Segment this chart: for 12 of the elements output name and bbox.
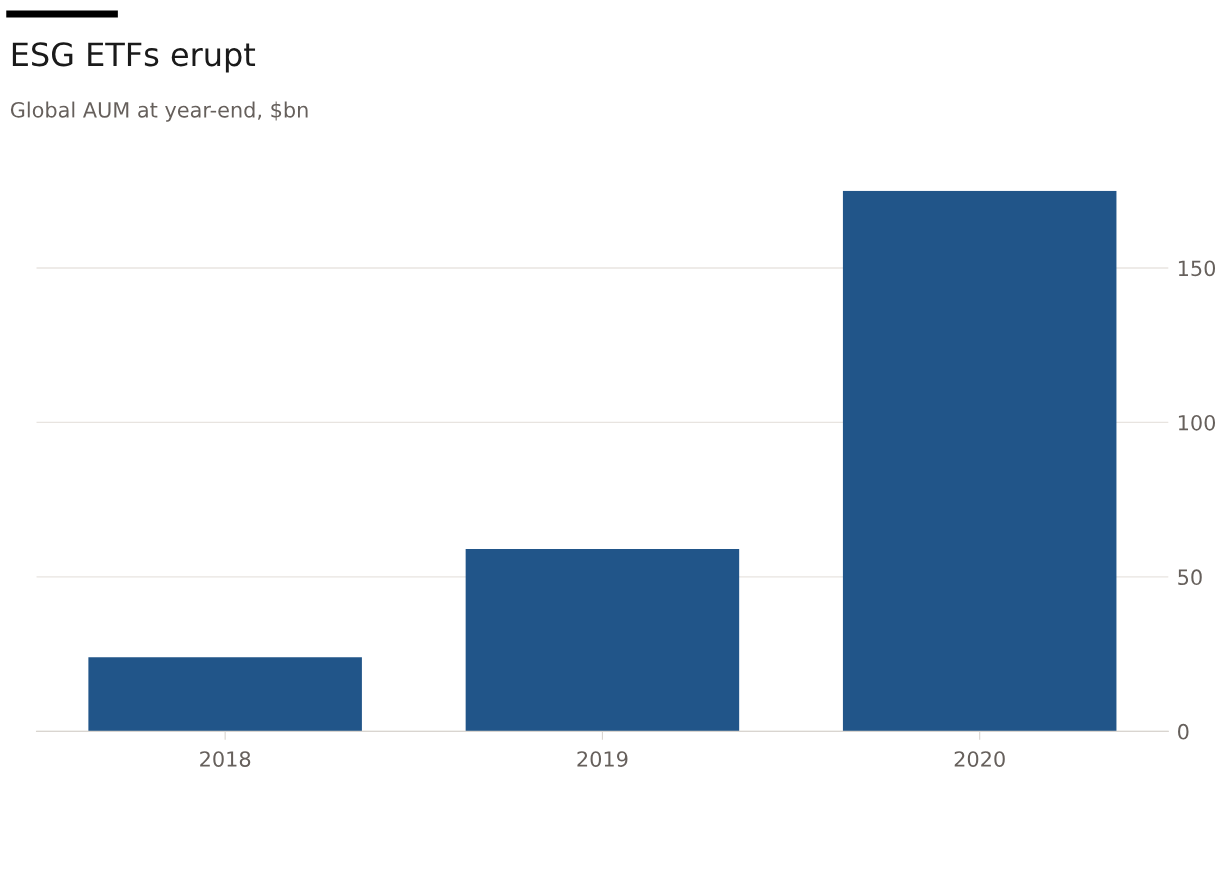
y-tick-label: 100	[1178, 414, 1216, 431]
y-tick-label: 50	[1178, 569, 1202, 586]
y-tick-label: 0	[1178, 723, 1189, 740]
chart-title: ESG ETFs erupt	[12, 42, 256, 73]
bar	[88, 657, 362, 732]
y-tick-label: 150	[1178, 260, 1216, 277]
x-tick-label: 2020	[954, 751, 1005, 767]
x-tick-label: 2018	[200, 751, 251, 767]
chart-subtitle: Global AUM at year-end, $bn	[10, 101, 308, 122]
bar	[842, 190, 1117, 732]
bar	[465, 549, 740, 732]
x-tick-label: 2019	[577, 751, 628, 767]
